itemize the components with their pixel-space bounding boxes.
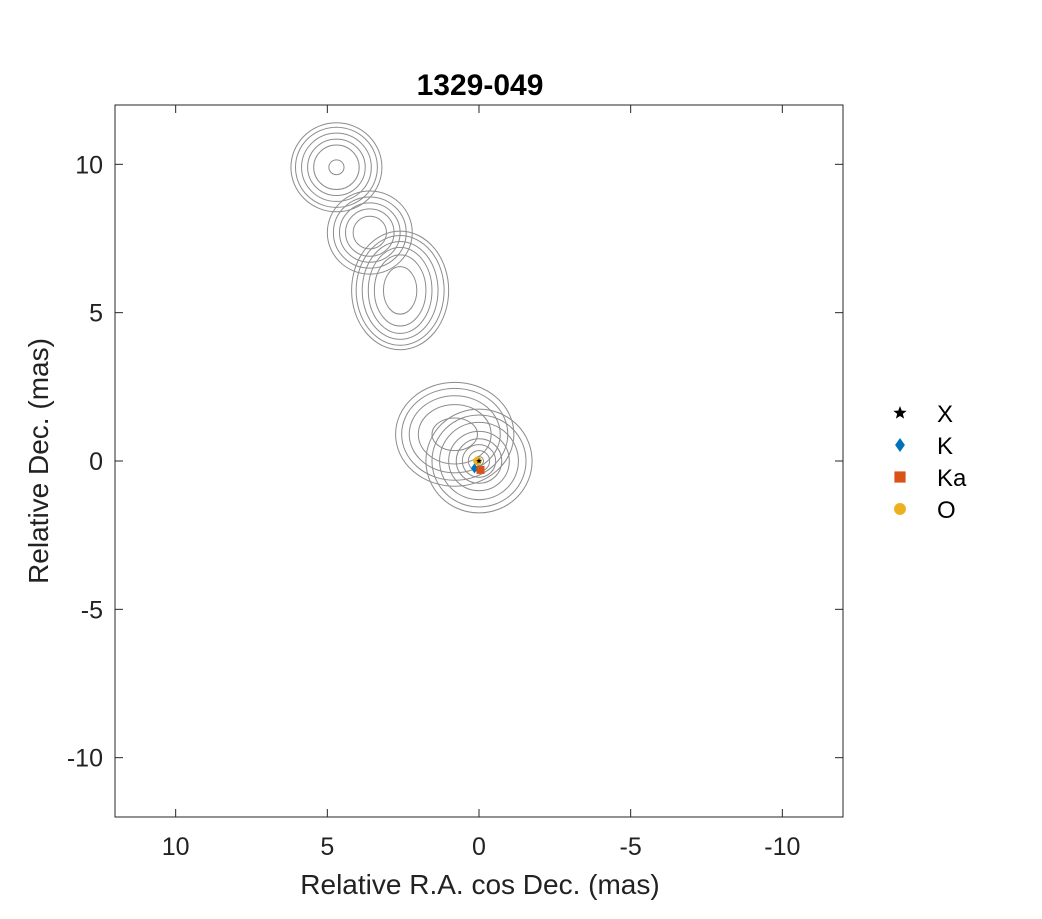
- contour-line: [313, 144, 360, 191]
- y-tick-label: 0: [89, 448, 103, 476]
- contour-line: [352, 215, 387, 250]
- contour-layer: [290, 122, 533, 514]
- contour-line: [448, 430, 510, 492]
- contour-line: [408, 395, 501, 474]
- contour-line: [355, 235, 445, 346]
- x-tick-label: 10: [162, 833, 190, 861]
- contour-line: [338, 202, 401, 263]
- contour-line: [351, 230, 450, 351]
- legend: XK Ka O: [893, 401, 967, 524]
- data-point-ka: [476, 465, 485, 474]
- contour-line: [455, 438, 503, 484]
- y-tick-label: -5: [81, 596, 103, 624]
- x-tick-label: 0: [472, 833, 486, 861]
- y-tick-label: 10: [75, 151, 103, 179]
- x-axis-label: Relative R.A. cos Dec. (mas): [300, 869, 659, 900]
- legend-marker-k: [895, 438, 905, 452]
- contour-line: [301, 132, 372, 202]
- legend-marker-o: [894, 503, 906, 515]
- y-tick-label: 5: [89, 300, 103, 328]
- contour-line: [382, 266, 418, 315]
- contour-line: [361, 240, 439, 340]
- chart-title: 1329-049: [417, 69, 544, 102]
- data-markers: [470, 456, 485, 474]
- contour-line: [431, 417, 478, 452]
- axis-ticks: 10 5 0 -5 -10 10 5 0 -5 -10: [67, 105, 843, 861]
- x-tick-label: 5: [320, 833, 334, 861]
- contour-line: [425, 408, 533, 514]
- y-tick-label: -10: [67, 745, 103, 773]
- legend-marker-ka: [894, 471, 906, 483]
- contour-line: [373, 254, 427, 327]
- data-point-x: [476, 458, 482, 464]
- legend-marker-x: [893, 406, 907, 419]
- contour-line: [431, 414, 527, 508]
- data-point-k: [470, 463, 478, 474]
- y-axis-label: Relative Dec. (mas): [23, 338, 54, 584]
- legend-label: O: [937, 497, 956, 524]
- contour-line: [332, 196, 407, 269]
- legend-label: K: [937, 433, 953, 460]
- contour-line: [345, 208, 395, 257]
- contour-line: [401, 387, 509, 481]
- contour-line: [395, 381, 515, 487]
- contour-line: [461, 444, 497, 478]
- legend-label: X: [937, 401, 953, 428]
- legend-label: Ka: [937, 465, 967, 492]
- contour-line: [307, 138, 366, 196]
- contour-line: [290, 122, 383, 213]
- contour-line: [417, 404, 492, 465]
- x-tick-label: -5: [620, 833, 642, 861]
- contour-line: [328, 159, 345, 176]
- x-tick-label: -10: [764, 833, 800, 861]
- contour-line: [367, 246, 433, 334]
